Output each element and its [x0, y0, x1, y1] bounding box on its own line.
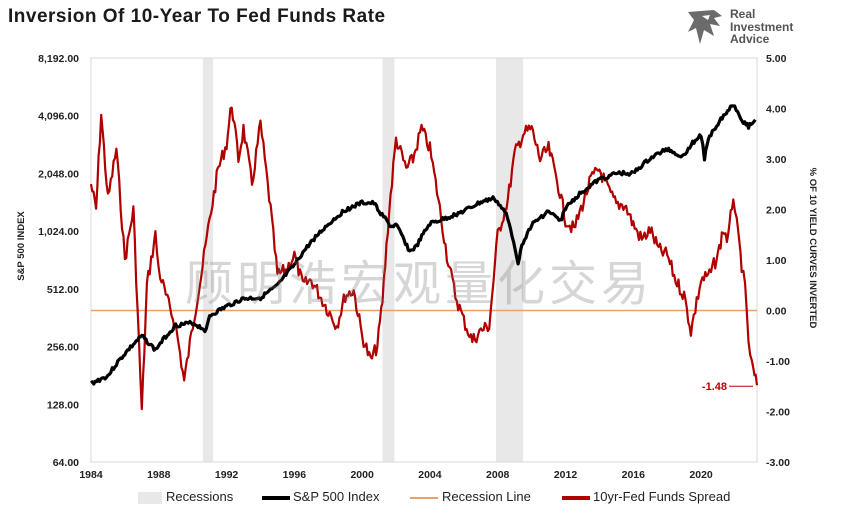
legend-swatch-spread [562, 496, 590, 500]
left-tick-label: 64.00 [53, 457, 79, 469]
x-tick-label: 2012 [554, 469, 578, 481]
annotation-label: -1.48 [702, 381, 727, 393]
chart-title: Inversion Of 10-Year To Fed Funds Rate [8, 6, 386, 27]
left-tick-label: 128.00 [47, 399, 79, 411]
x-tick-label: 1992 [215, 469, 239, 481]
spread-series-line [89, 106, 759, 411]
left-tick-label: 2,048.00 [38, 168, 79, 180]
right-tick-label: 5.00 [766, 53, 787, 65]
legend: Recessions S&P 500 Index Recession Line … [0, 489, 843, 509]
right-tick-label: 2.00 [766, 205, 787, 217]
right-tick-label: -3.00 [766, 457, 790, 469]
x-tick-label: 1984 [79, 469, 103, 481]
logo-text: Real Investment Advice [730, 7, 794, 46]
left-tick-label: 4,096.00 [38, 111, 79, 123]
legend-swatch-sp500 [262, 496, 290, 500]
left-tick-label: 512.00 [47, 284, 79, 296]
recession-band-0 [202, 58, 214, 462]
right-tick-label: -1.00 [766, 356, 790, 368]
x-tick-label: 2000 [350, 469, 374, 481]
right-tick-label: -2.00 [766, 407, 790, 419]
right-tick-label: 1.00 [766, 255, 787, 267]
left-tick-label: 8,192.00 [38, 53, 79, 65]
plot-frame [90, 57, 758, 463]
left-tick-label: 1,024.00 [38, 226, 79, 238]
sp500-series-line [89, 104, 757, 386]
legend-swatch-recessions [138, 492, 162, 504]
right-tick-label: 4.00 [766, 104, 787, 116]
x-tick-label: 1988 [147, 469, 171, 481]
eagle-logo-icon [688, 10, 722, 44]
logo: Real Investment Advice [684, 6, 834, 48]
x-tick-label: 2004 [418, 469, 442, 481]
x-tick-label: 2020 [689, 469, 713, 481]
left-tick-label: 256.00 [47, 342, 79, 354]
x-tick-label: 1996 [283, 469, 307, 481]
x-tick-label: 2016 [622, 469, 646, 481]
x-tick-label: 2008 [486, 469, 510, 481]
recession-band-1 [382, 58, 395, 462]
legend-swatch-recession-line [410, 497, 438, 499]
left-axis-title: S&P 500 INDEX [16, 211, 27, 281]
right-tick-label: 3.00 [766, 154, 787, 166]
right-axis-title: % OF 10 YIELD CURVES INVERTED [807, 168, 818, 329]
right-tick-label: 0.00 [766, 306, 787, 318]
